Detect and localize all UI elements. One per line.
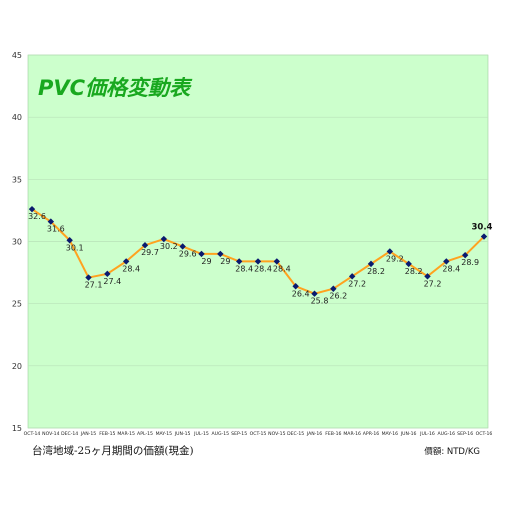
data-label: 27.2 [348, 279, 366, 288]
x-tick-label: JUL-15 [193, 431, 209, 437]
y-tick-label: 40 [12, 113, 22, 122]
x-tick-label: APR-16 [363, 431, 379, 437]
x-tick-label: JAN-15 [80, 431, 96, 437]
data-point [311, 290, 318, 297]
data-point [461, 251, 469, 259]
data-label: 25.8 [311, 297, 329, 306]
x-tick-label: FEB-16 [325, 431, 341, 437]
x-tick-label: FEB-15 [99, 431, 115, 437]
data-point [348, 273, 356, 280]
data-point [141, 242, 149, 249]
x-tick-label: MAR-16 [343, 431, 361, 437]
data-label: 30.2 [160, 242, 178, 251]
data-label: 28.2 [367, 267, 385, 276]
x-tick-label: SEP-16 [457, 431, 473, 437]
data-point [47, 218, 55, 225]
data-label: 27.2 [424, 279, 442, 288]
x-tick-label: NOV-15 [268, 431, 285, 437]
data-label: 30.4 [472, 223, 493, 233]
y-tick-label: 30 [12, 238, 22, 247]
x-tick-label: OCT-16 [476, 431, 493, 437]
x-tick-label: AUG-16 [438, 431, 456, 437]
x-tick-label: MAY-16 [382, 431, 399, 437]
data-point [160, 235, 168, 243]
data-label: 30.1 [66, 243, 84, 252]
x-tick-label: AUG-15 [212, 431, 230, 437]
y-tick-label: 45 [12, 51, 22, 60]
data-label: 28.4 [254, 264, 272, 273]
x-tick-label: JAN-16 [306, 431, 322, 437]
y-tick-label: 20 [12, 362, 22, 371]
y-tick-label: 15 [12, 424, 22, 433]
data-point [480, 233, 488, 240]
data-point [198, 250, 205, 258]
data-label: 29 [201, 257, 211, 266]
x-tick-label: JUN-15 [174, 431, 191, 437]
x-tick-label: JUN-16 [400, 431, 417, 437]
data-label: 29.2 [386, 254, 404, 263]
x-tick-label: DEC-14 [61, 431, 78, 437]
unit-label: 價額: NTD/KG [424, 447, 480, 457]
data-label: 28.4 [273, 264, 291, 273]
x-tick-label: OCT-15 [250, 431, 267, 437]
gridlines [28, 54, 488, 429]
data-point [443, 258, 450, 265]
data-point [330, 285, 337, 292]
data-point [386, 248, 394, 255]
x-tick-label: DEC-15 [287, 431, 304, 437]
data-point [66, 237, 73, 244]
data-point [405, 260, 412, 268]
x-tick-label: APL-15 [137, 431, 153, 437]
data-label: 28.4 [442, 264, 460, 273]
data-label: 27.4 [103, 277, 121, 286]
x-tick-label: NOV-14 [42, 431, 59, 437]
chart-title: PVC価格変動表 [38, 76, 193, 100]
x-tick-label: OCT-14 [24, 431, 41, 437]
data-label: 28.4 [122, 264, 140, 273]
data-point [254, 258, 262, 265]
footer-caption: 台湾地域-25ヶ月期間の価額(現金) [32, 445, 194, 457]
data-point [235, 258, 243, 265]
data-point [217, 250, 224, 258]
y-tick-label: 25 [12, 300, 22, 309]
data-point [28, 205, 36, 213]
x-axis-ticks: OCT-14 NOV-14 DEC-14 JAN-15 FEB-15 MAR-15 APL-… [24, 431, 493, 437]
data-point [292, 283, 299, 290]
data-label: 29.6 [179, 249, 197, 258]
data-point [122, 258, 130, 265]
data-label: 29 [220, 257, 230, 266]
x-tick-label: JUL-16 [419, 431, 435, 437]
y-axis-ticks: 15 20 25 30 35 40 45 [12, 51, 22, 433]
x-tick-label: MAY-15 [156, 431, 173, 437]
data-point [179, 243, 186, 250]
data-label: 32.6 [28, 212, 46, 221]
data-label: 28.2 [405, 267, 423, 276]
data-label: 29.7 [141, 248, 159, 257]
data-label: 28.9 [461, 258, 479, 267]
data-label: 28.4 [235, 264, 253, 273]
data-point [424, 273, 431, 280]
data-point [273, 258, 281, 265]
x-tick-label: MAR-15 [117, 431, 135, 437]
data-label: 26.2 [329, 292, 347, 301]
data-point [85, 274, 92, 281]
data-markers [28, 205, 488, 297]
data-label: 31.6 [47, 225, 65, 234]
data-label: 26.4 [292, 289, 310, 298]
data-point [367, 260, 375, 268]
x-tick-label: SEP-15 [231, 431, 247, 437]
y-tick-label: 35 [12, 175, 22, 184]
data-label: 27.1 [85, 281, 103, 290]
data-labels: 32.631.630.127.1 27.428.429.730.229.629 29… [28, 212, 492, 306]
data-point [104, 270, 111, 278]
